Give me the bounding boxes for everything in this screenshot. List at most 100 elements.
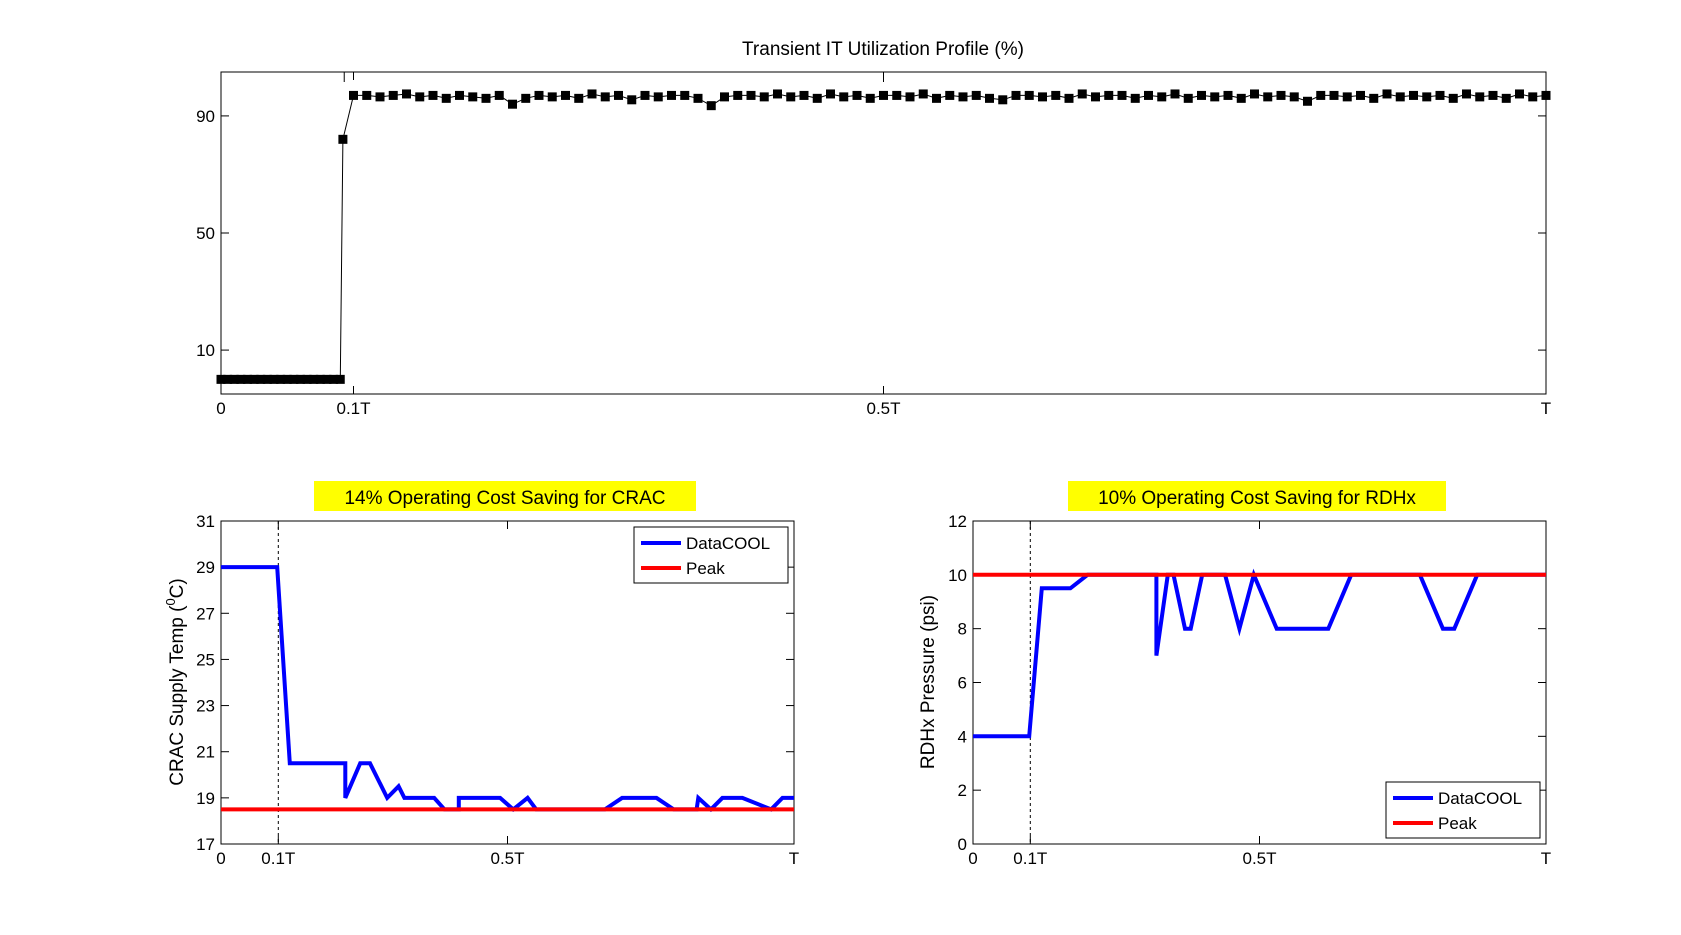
crac-x-tick-label: 0.1T bbox=[261, 849, 295, 868]
utilization-data-point bbox=[574, 93, 584, 103]
rdhx-y-tick-label: 0 bbox=[958, 835, 967, 854]
crac-y-tick-label: 31 bbox=[196, 512, 215, 531]
crac-x-tick-label: T bbox=[789, 849, 799, 868]
utilization-data-point bbox=[229, 374, 239, 384]
utilization-data-point bbox=[362, 90, 372, 100]
rdhx-legend-label-peak: Peak bbox=[1438, 814, 1477, 833]
utilization-data-point bbox=[547, 92, 557, 102]
utilization-data-point bbox=[799, 90, 809, 100]
utilization-data-point bbox=[1197, 90, 1206, 100]
utilization-data-point bbox=[852, 90, 862, 100]
crac-legend: DataCOOL Peak bbox=[633, 526, 789, 584]
utilization-data-point bbox=[1462, 89, 1471, 99]
utilization-data-point bbox=[388, 90, 398, 100]
crac-y-tick-label: 25 bbox=[196, 650, 215, 669]
crac-chart: 14% Operating Cost Saving for CRAC CRAC … bbox=[163, 481, 799, 868]
utilization-data-point bbox=[1395, 92, 1405, 102]
utilization-x-tick-label: T bbox=[1541, 399, 1551, 418]
rdhx-axis-ticks: 0 0.1T 0.5T T 0 2 4 6 8 10 12 bbox=[948, 512, 1551, 868]
utilization-data-point bbox=[1144, 90, 1153, 100]
crac-y-tick-label: 23 bbox=[196, 697, 215, 716]
rdhx-x-tick-label: 0 bbox=[968, 849, 977, 868]
rdhx-y-tick-label: 4 bbox=[958, 727, 967, 746]
utilization-data-point bbox=[945, 90, 955, 100]
utilization-data-point bbox=[1130, 93, 1140, 103]
crac-y-tick-label: 17 bbox=[196, 835, 215, 854]
utilization-data-point bbox=[1077, 89, 1087, 99]
utilization-data-point bbox=[561, 90, 570, 100]
rdhx-legend-box bbox=[1385, 781, 1541, 839]
utilization-data-point bbox=[720, 92, 729, 102]
utilization-data-point bbox=[1435, 90, 1445, 100]
rdhx-y-tick-label: 8 bbox=[958, 620, 967, 639]
utilization-data-point bbox=[415, 92, 425, 102]
utilization-data-point bbox=[1223, 90, 1233, 100]
utilization-data-point bbox=[587, 89, 597, 99]
utilization-data-point bbox=[428, 90, 438, 100]
utilization-data-point bbox=[296, 374, 305, 384]
utilization-data-point bbox=[243, 374, 252, 384]
utilization-data-point bbox=[1541, 90, 1551, 100]
utilization-data-point bbox=[786, 92, 796, 102]
rdhx-y-tick-label: 2 bbox=[958, 781, 967, 800]
utilization-data-point bbox=[1409, 90, 1418, 100]
utilization-data-point bbox=[693, 93, 703, 103]
utilization-data-point bbox=[826, 89, 835, 99]
rdhx-chart-title: 10% Operating Cost Saving for RDHx bbox=[1098, 488, 1416, 509]
utilization-data-point bbox=[468, 92, 478, 102]
utilization-data-point bbox=[1210, 92, 1220, 102]
utilization-data-point bbox=[249, 374, 259, 384]
utilization-data-point bbox=[375, 92, 385, 102]
rdhx-series bbox=[973, 521, 1546, 844]
utilization-data-point bbox=[1382, 89, 1392, 99]
utilization-series bbox=[216, 89, 1551, 384]
rdhx-y-tick-label: 12 bbox=[948, 512, 967, 531]
crac-y-axis-label: CRAC Supply Temp (0C) bbox=[163, 578, 188, 786]
crac-y-tick-label: 27 bbox=[196, 604, 215, 623]
utilization-data-point bbox=[1475, 92, 1485, 102]
utilization-data-point bbox=[998, 95, 1008, 105]
utilization-data-point bbox=[892, 90, 902, 100]
utilization-data-point bbox=[746, 90, 756, 100]
utilization-data-point bbox=[653, 92, 663, 102]
utilization-y-tick-label: 10 bbox=[196, 341, 215, 360]
utilization-data-point bbox=[1356, 90, 1365, 100]
utilization-data-point bbox=[600, 92, 610, 102]
utilization-data-point bbox=[1501, 93, 1511, 103]
utilization-data-point bbox=[706, 101, 716, 111]
crac-y-tick-label: 21 bbox=[196, 743, 215, 762]
utilization-data-point bbox=[1051, 90, 1061, 100]
rdhx-y-tick-label: 6 bbox=[958, 674, 967, 693]
rdhx-chart: 10% Operating Cost Saving for RDHx RDHx … bbox=[918, 481, 1551, 868]
utilization-data-point bbox=[1104, 90, 1114, 100]
rdhx-y-tick-label: 10 bbox=[948, 566, 967, 585]
utilization-data-point bbox=[1250, 89, 1259, 99]
utilization-data-point bbox=[1448, 93, 1458, 103]
utilization-data-point bbox=[1157, 92, 1167, 102]
crac-y-tick-label: 29 bbox=[196, 558, 215, 577]
utilization-plot-area bbox=[220, 71, 1547, 395]
utilization-data-point bbox=[256, 374, 266, 384]
utilization-data-point bbox=[534, 90, 544, 100]
rdhx-title-highlight bbox=[1068, 481, 1446, 511]
utilization-data-point bbox=[309, 374, 319, 384]
utilization-data-point bbox=[402, 89, 411, 99]
utilization-data-point bbox=[773, 89, 782, 99]
utilization-data-point bbox=[1488, 90, 1498, 100]
utilization-data-point bbox=[1422, 92, 1432, 102]
utilization-data-point bbox=[839, 92, 849, 102]
crac-title-highlight bbox=[314, 481, 696, 511]
crac-axis-ticks: 0 0.1T 0.5T T 17 19 21 23 25 27 29 31 bbox=[196, 512, 799, 868]
utilization-data-point bbox=[216, 374, 226, 384]
crac-legend-label-peak: Peak bbox=[686, 559, 725, 578]
utilization-data-point bbox=[1091, 92, 1100, 102]
utilization-data-point bbox=[236, 374, 246, 384]
utilization-data-point bbox=[338, 134, 348, 144]
utilization-data-point bbox=[1117, 90, 1127, 100]
utilization-data-point bbox=[1528, 92, 1538, 102]
utilization-data-point bbox=[1369, 93, 1379, 103]
utilization-data-point bbox=[1064, 93, 1074, 103]
utilization-data-point bbox=[315, 374, 325, 384]
rdhx-x-tick-label: 0.5T bbox=[1242, 849, 1276, 868]
utilization-data-point bbox=[276, 374, 286, 384]
